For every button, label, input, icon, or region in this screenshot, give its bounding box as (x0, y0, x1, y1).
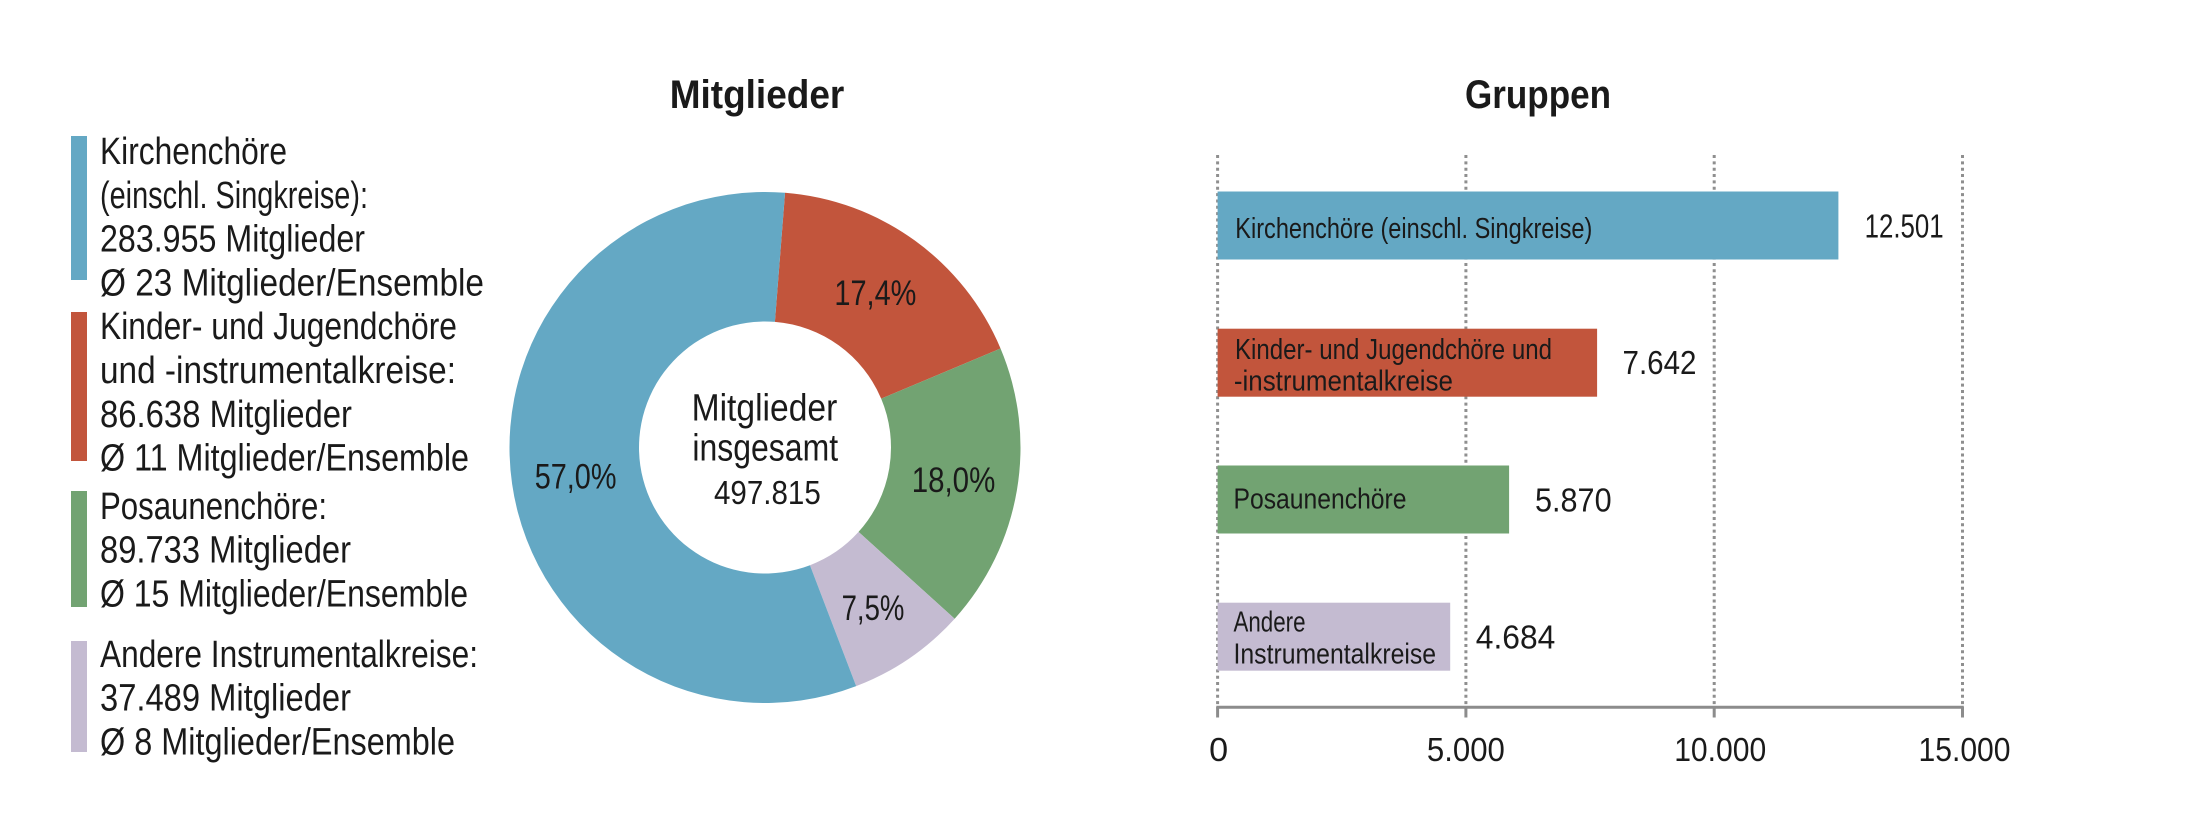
svg-text:Kirchenchöre: Kirchenchöre (100, 131, 287, 173)
svg-text:5.870: 5.870 (1535, 482, 1612, 519)
svg-text:Kirchenchöre (einschl. Singkre: Kirchenchöre (einschl. Singkreise) (1235, 213, 1592, 245)
svg-text:Kinder- und Jugendchöre: Kinder- und Jugendchöre (100, 306, 457, 348)
svg-text:4.684: 4.684 (1476, 618, 1556, 655)
svg-text:Ø 8 Mitglieder/Ensemble: Ø 8 Mitglieder/Ensemble (100, 721, 455, 763)
svg-text:(einschl. Singkreise):: (einschl. Singkreise): (100, 175, 368, 217)
svg-text:5.000: 5.000 (1427, 731, 1505, 768)
svg-text:57,0%: 57,0% (535, 458, 617, 497)
svg-text:283.955 Mitglieder: 283.955 Mitglieder (100, 219, 365, 261)
svg-text:Andere: Andere (1234, 606, 1306, 638)
svg-text:Andere Instrumentalkreise:: Andere Instrumentalkreise: (100, 634, 478, 676)
svg-text:0: 0 (1209, 731, 1228, 768)
svg-text:12.501: 12.501 (1865, 207, 1944, 244)
svg-text:Posaunenchöre: Posaunenchöre (1234, 484, 1407, 516)
svg-text:7.642: 7.642 (1623, 344, 1697, 381)
svg-text:18,0%: 18,0% (912, 461, 996, 500)
svg-text:17,4%: 17,4% (834, 274, 916, 313)
svg-text:15.000: 15.000 (1919, 731, 2011, 768)
svg-text:Ø 15 Mitglieder/Ensemble: Ø 15 Mitglieder/Ensemble (100, 573, 468, 615)
svg-text:Posaunenchöre:: Posaunenchöre: (100, 486, 327, 528)
svg-text:und -instrumentalkreise:: und -instrumentalkreise: (100, 350, 456, 392)
svg-text:insgesamt: insgesamt (692, 428, 838, 470)
svg-text:-instrumentalkreise: -instrumentalkreise (1234, 365, 1453, 397)
svg-text:89.733 Mitglieder: 89.733 Mitglieder (100, 530, 351, 572)
svg-text:10.000: 10.000 (1674, 731, 1766, 768)
svg-text:Mitglieder: Mitglieder (692, 388, 838, 430)
svg-text:497.815: 497.815 (714, 474, 821, 511)
svg-text:Ø 11 Mitglieder/Ensemble: Ø 11 Mitglieder/Ensemble (100, 438, 469, 480)
svg-text:Mitglieder: Mitglieder (670, 73, 845, 117)
svg-text:Kinder- und Jugendchöre und: Kinder- und Jugendchöre und (1235, 334, 1552, 366)
svg-text:86.638 Mitglieder: 86.638 Mitglieder (100, 394, 352, 436)
svg-text:Ø 23 Mitglieder/Ensemble: Ø 23 Mitglieder/Ensemble (100, 262, 484, 304)
svg-text:Instrumentalkreise: Instrumentalkreise (1234, 638, 1437, 670)
svg-text:37.489 Mitglieder: 37.489 Mitglieder (100, 678, 351, 720)
svg-text:7,5%: 7,5% (842, 589, 905, 628)
svg-text:Gruppen: Gruppen (1465, 73, 1611, 117)
